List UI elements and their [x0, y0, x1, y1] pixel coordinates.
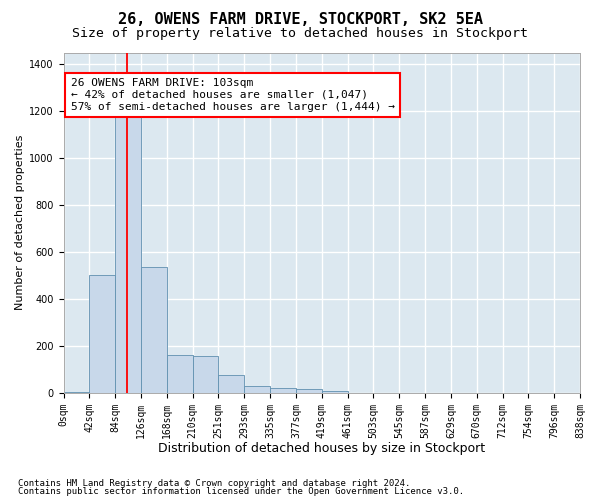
- Bar: [89, 276, 115, 393]
- Bar: [141, 268, 167, 393]
- Bar: [193, 356, 218, 393]
- Bar: [322, 390, 347, 393]
- Text: 26, OWENS FARM DRIVE, STOCKPORT, SK2 5EA: 26, OWENS FARM DRIVE, STOCKPORT, SK2 5EA: [118, 12, 482, 28]
- Text: 26 OWENS FARM DRIVE: 103sqm
← 42% of detached houses are smaller (1,047)
57% of : 26 OWENS FARM DRIVE: 103sqm ← 42% of det…: [71, 78, 395, 112]
- Bar: [296, 390, 322, 393]
- X-axis label: Distribution of detached houses by size in Stockport: Distribution of detached houses by size …: [158, 442, 485, 455]
- Bar: [244, 386, 270, 393]
- Text: Contains public sector information licensed under the Open Government Licence v3: Contains public sector information licen…: [18, 487, 464, 496]
- Bar: [270, 388, 296, 393]
- Bar: [167, 356, 193, 393]
- Y-axis label: Number of detached properties: Number of detached properties: [15, 135, 25, 310]
- Text: Contains HM Land Registry data © Crown copyright and database right 2024.: Contains HM Land Registry data © Crown c…: [18, 478, 410, 488]
- Text: Size of property relative to detached houses in Stockport: Size of property relative to detached ho…: [72, 28, 528, 40]
- Bar: [64, 392, 89, 393]
- Bar: [218, 376, 244, 393]
- Bar: [115, 100, 141, 393]
